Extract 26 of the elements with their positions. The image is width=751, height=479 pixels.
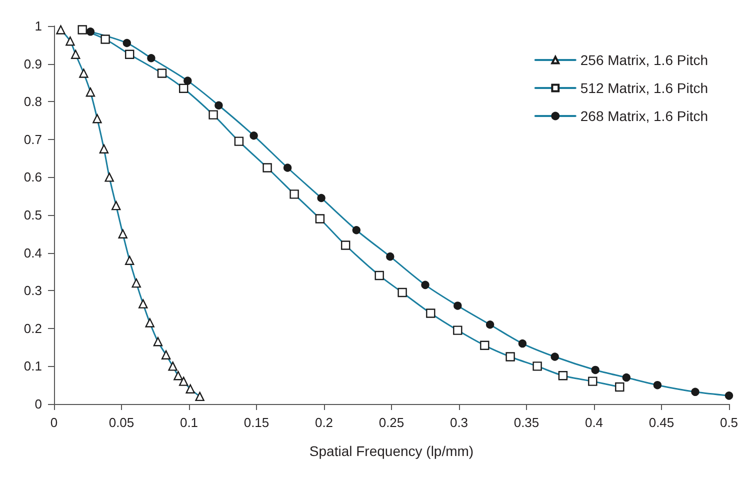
y-tick-label: 0.2 bbox=[24, 320, 42, 336]
y-tick-label: 0 bbox=[34, 396, 42, 412]
y-tick-label: 0.5 bbox=[24, 208, 42, 222]
y-tick-label: 0.7 bbox=[24, 132, 42, 147]
x-tick-label: 0.45 bbox=[648, 415, 674, 430]
legend-label: 512 Matrix, 1.6 Pitch bbox=[580, 80, 708, 96]
x-tick-label: 0 bbox=[50, 415, 58, 430]
x-tick-label: 0.05 bbox=[108, 415, 134, 430]
y-tick-label: 0.4 bbox=[24, 245, 42, 260]
x-tick-label: 0.15 bbox=[244, 415, 270, 430]
x-tick-label: 0.25 bbox=[378, 415, 404, 430]
y-tick-label: 0.8 bbox=[24, 94, 42, 110]
legend-label: 256 Matrix, 1.6 Pitch bbox=[580, 52, 708, 68]
legend-label: 268 Matrix, 1.6 Pitch bbox=[580, 108, 708, 124]
x-tick-label: 0.1 bbox=[180, 415, 198, 430]
x-tick-label: 0.35 bbox=[514, 415, 540, 430]
x-axis-title: Spatial Frequency (lp/mm) bbox=[309, 443, 474, 459]
y-tick-label: 1 bbox=[34, 18, 42, 34]
x-tick-label: 0.5 bbox=[720, 415, 738, 430]
x-tick-label: 0.3 bbox=[450, 415, 468, 430]
x-tick-label: 0.4 bbox=[584, 415, 604, 430]
y-tick-label: 0.9 bbox=[24, 56, 42, 72]
y-tick-label: 0.1 bbox=[24, 358, 42, 374]
x-tick-label: 0.2 bbox=[314, 415, 334, 430]
y-tick-label: 0.6 bbox=[24, 170, 42, 185]
y-tick-label: 0.3 bbox=[24, 283, 42, 298]
